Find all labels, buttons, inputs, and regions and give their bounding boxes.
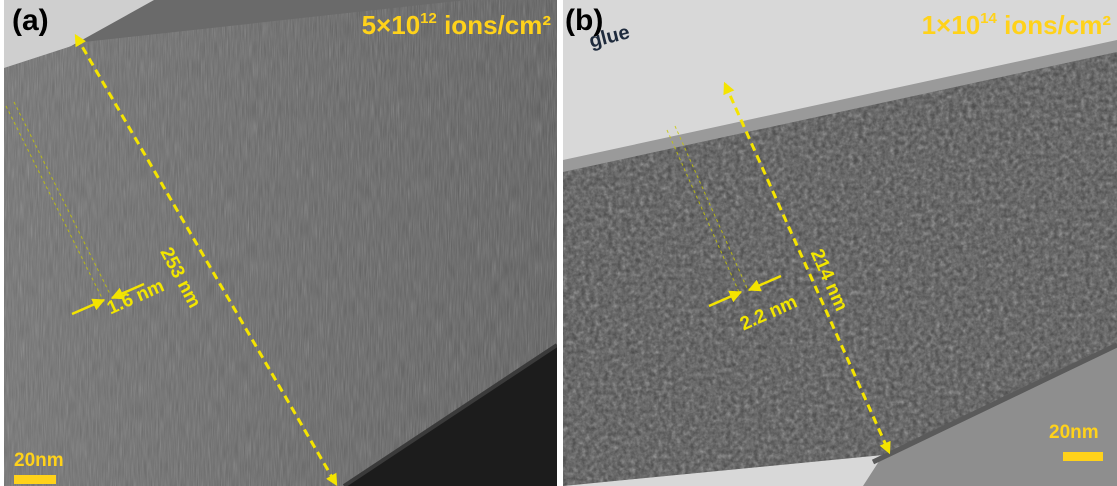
scale-bar-b	[1063, 452, 1103, 461]
panel-label-b: (b)	[565, 4, 604, 37]
scale-label-b: 20nm	[1049, 422, 1099, 443]
dose-exponent-b: 14	[980, 10, 997, 27]
tem-image-a	[4, 0, 557, 486]
dose-base-b: 1×10	[921, 10, 981, 40]
dose-base-a: 5×10	[361, 10, 421, 40]
tem-panel-a: (a) 5×1012 ions/cm² 253 nm 1.6 nm 20nm	[4, 0, 557, 486]
dose-unit-b: ions/cm²	[996, 10, 1111, 40]
dose-label-b: 1×1014 ions/cm²	[922, 10, 1111, 41]
panel-label-a: (a)	[12, 4, 49, 37]
dose-unit-a: ions/cm²	[436, 10, 551, 40]
scale-label-a: 20nm	[14, 450, 64, 471]
tem-image-b	[563, 0, 1117, 486]
dose-label-a: 5×1012 ions/cm²	[362, 10, 551, 41]
tem-panel-b: (b) glue 1×1014 ions/cm² 214 nm 2.2 nm 2…	[563, 0, 1117, 486]
scale-bar-a	[14, 475, 56, 484]
substrate-region-b	[863, 345, 1117, 486]
dose-exponent-a: 12	[420, 10, 437, 27]
